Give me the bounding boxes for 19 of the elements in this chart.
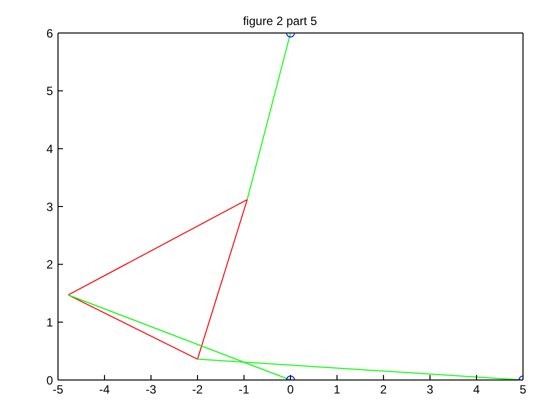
y-tick-label: 0 <box>46 373 54 388</box>
chart-title: figure 2 part 5 <box>242 14 318 28</box>
x-tick-label: 4 <box>473 382 480 397</box>
x-tick-label: 0 <box>287 382 294 397</box>
y-tick-label: 2 <box>46 258 54 272</box>
x-tick-label: 5 <box>520 382 527 397</box>
y-tick-label: 6 <box>46 26 54 40</box>
x-tick-label: -4 <box>99 382 110 397</box>
x-tick-label: -1 <box>238 382 250 397</box>
x-tick-label: -3 <box>146 382 157 397</box>
y-tick-label: 1 <box>46 315 54 330</box>
x-tick-label: 1 <box>334 382 341 397</box>
y-tick-label: 5 <box>46 84 54 98</box>
x-tick-label: 2 <box>380 382 388 397</box>
x-tick-label: -2 <box>192 382 204 397</box>
y-tick-label: 3 <box>46 200 54 214</box>
x-tick-label: 3 <box>426 382 434 397</box>
y-tick-label: 4 <box>46 142 54 156</box>
x-tick-label: -5 <box>52 382 64 397</box>
